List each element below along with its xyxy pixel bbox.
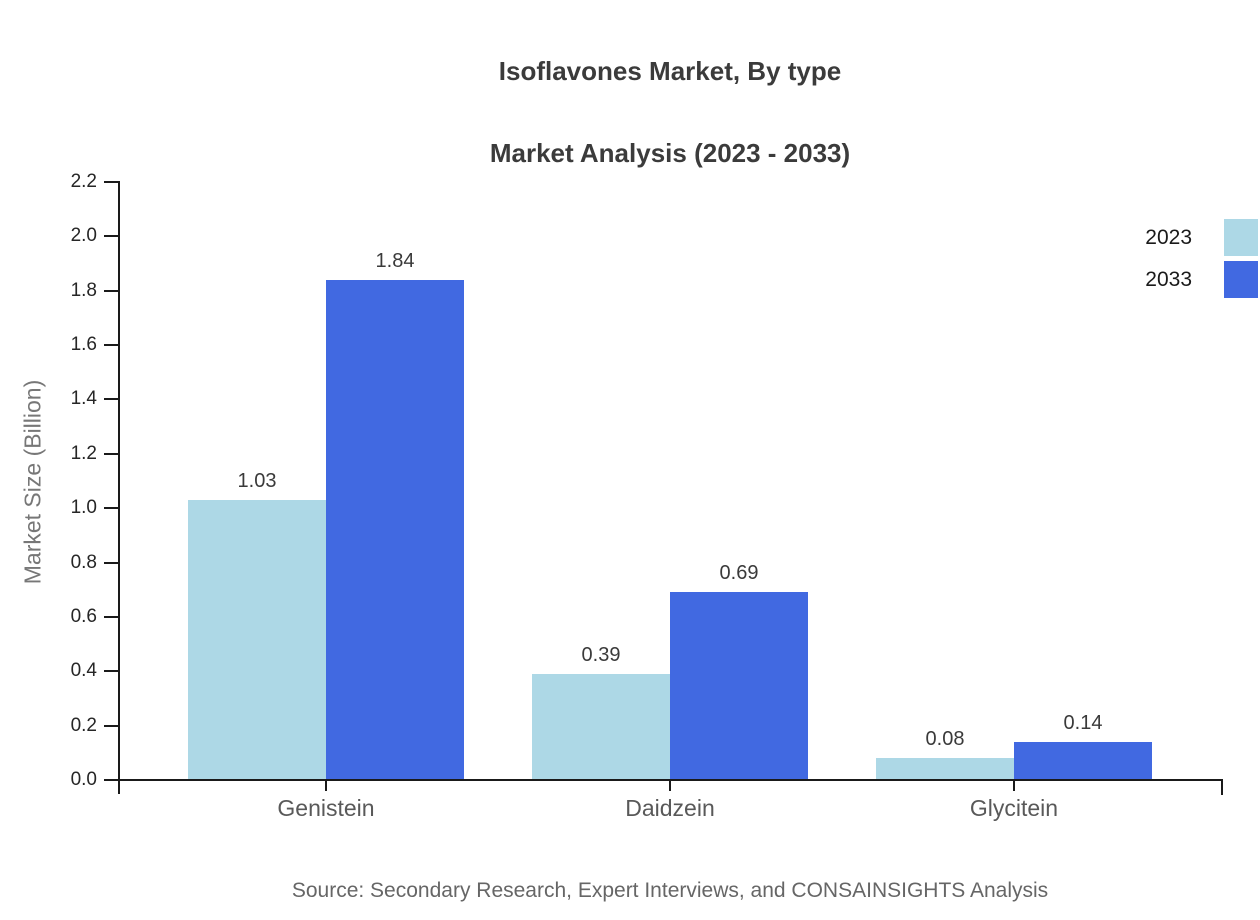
y-axis-tick-label: 0.6 (70, 606, 97, 627)
y-axis-tick-label: 0.2 (70, 715, 97, 736)
y-axis-tick (104, 453, 118, 455)
y-axis-tick-label: 1.6 (70, 334, 97, 355)
x-axis-category-label: Daidzein (625, 795, 715, 821)
y-axis-tick (104, 670, 118, 672)
bar-2033-glycitein (1014, 742, 1152, 780)
source-note: Source: Secondary Research, Expert Inter… (291, 879, 1049, 902)
y-axis-tick-label: 0.0 (70, 769, 97, 790)
bar-value-2033-daidzein: 0.69 (719, 562, 759, 584)
bar-2023-glycitein (876, 758, 1014, 780)
legend-swatch-2033 (1224, 261, 1258, 298)
y-axis-line (118, 181, 120, 794)
chart-title: Isoflavones Market, By type Market Analy… (118, 51, 1222, 174)
bar-2033-genistein (326, 280, 464, 780)
y-axis-tick (104, 235, 118, 237)
y-axis-tick-label: 1.2 (70, 443, 97, 464)
x-axis-line (108, 779, 1223, 781)
legend-label-2033: 2033 (1145, 268, 1192, 291)
chart-title-line2: Market Analysis (2023 - 2033) (489, 138, 851, 168)
x-axis-category-label: Genistein (277, 795, 375, 821)
bar-2033-daidzein (670, 592, 808, 780)
y-axis-tick (104, 725, 118, 727)
y-axis-tick (104, 181, 118, 183)
x-axis-category-label: Glycitein (969, 795, 1059, 821)
x-axis-tick (669, 780, 671, 791)
y-axis-tick (104, 290, 118, 292)
legend-swatch-2023 (1224, 219, 1258, 256)
x-axis-end-tick (1221, 780, 1223, 795)
chart-title-line1: Isoflavones Market, By type (498, 56, 842, 86)
y-axis-tick (104, 507, 118, 509)
bar-value-2033-genistein: 1.84 (375, 250, 415, 272)
y-axis-tick-label: 2.2 (70, 171, 97, 192)
bar-value-2023-daidzein: 0.39 (581, 644, 621, 666)
bar-2023-daidzein (532, 674, 670, 780)
y-axis-tick-label: 1.0 (70, 497, 97, 518)
bar-value-2033-glycitein: 0.14 (1063, 712, 1103, 734)
y-axis-tick (104, 562, 118, 564)
y-axis-tick-label: 0.8 (70, 552, 97, 573)
legend-label-2023: 2023 (1145, 226, 1192, 249)
y-axis-tick-label: 0.4 (70, 660, 97, 681)
y-axis-tick-label: 1.4 (70, 388, 97, 409)
y-axis-tick (104, 344, 118, 346)
y-axis-tick (104, 398, 118, 400)
bar-value-2023-genistein: 1.03 (237, 470, 277, 492)
x-axis-tick (1013, 780, 1015, 791)
bar-2023-genistein (188, 500, 326, 780)
y-axis-tick-label: 1.8 (70, 280, 97, 301)
y-axis-tick-label: 2.0 (70, 225, 97, 246)
bar-value-2023-glycitein: 0.08 (925, 728, 965, 750)
x-axis-tick (325, 780, 327, 791)
y-axis-tick (104, 616, 118, 618)
